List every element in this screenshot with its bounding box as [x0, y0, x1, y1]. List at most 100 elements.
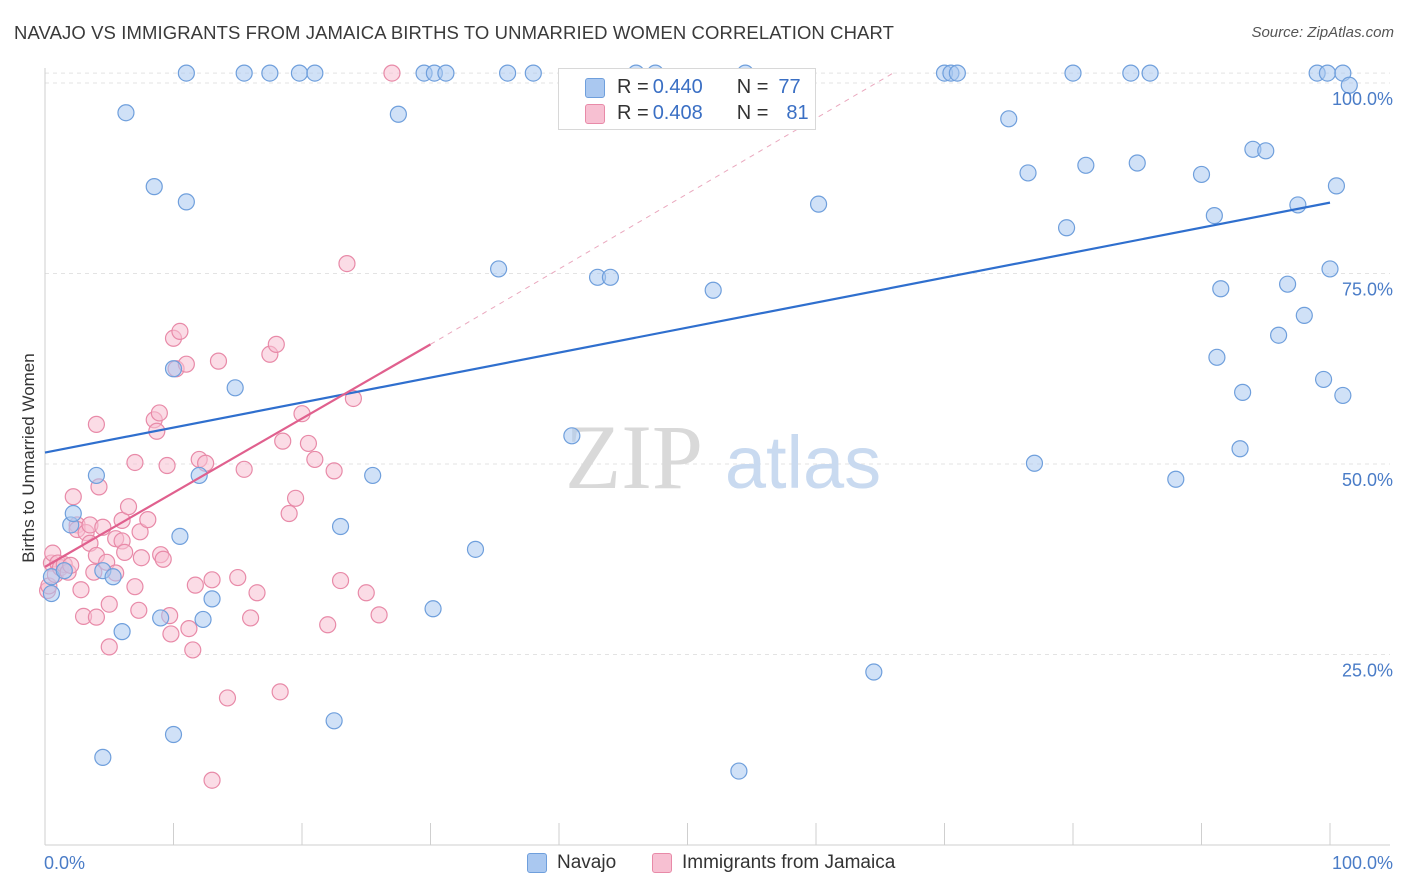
data-point-navajo	[164, 360, 183, 378]
data-point-jamaica	[184, 641, 202, 659]
data-point-jamaica	[162, 625, 180, 643]
data-point-jamaica	[158, 456, 176, 475]
grid-lines	[45, 72, 1390, 655]
data-point-navajo	[466, 540, 485, 558]
data-point-navajo	[42, 584, 61, 603]
data-point-jamaica	[171, 322, 189, 341]
data-point-navajo	[490, 260, 508, 278]
data-point-navajo	[601, 268, 620, 286]
y-tick-label: 25.0%	[1342, 661, 1393, 681]
data-point-jamaica	[139, 511, 157, 529]
legend-row-jamaica: R = 0.408 N = 81	[585, 102, 813, 125]
data-point-navajo	[424, 600, 442, 618]
data-point-jamaica	[286, 489, 305, 507]
data-point-navajo	[164, 725, 183, 744]
data-point-jamaica	[218, 689, 237, 707]
data-point-navajo	[1231, 440, 1249, 458]
data-point-navajo	[64, 504, 82, 523]
data-point-jamaica	[229, 568, 247, 587]
watermark-atlas: atlas	[725, 421, 881, 504]
data-point-navajo	[194, 610, 212, 629]
legend-n-label: N =	[736, 76, 769, 98]
data-point-jamaica	[116, 543, 134, 561]
legend-n-label: N =	[736, 102, 769, 124]
data-point-jamaica	[203, 571, 221, 589]
data-point-navajo	[1318, 64, 1337, 82]
data-point-jamaica	[126, 578, 144, 596]
x-tick-label: 100.0%	[1332, 853, 1393, 873]
data-point-navajo	[113, 623, 131, 641]
data-point-navajo	[1278, 275, 1297, 293]
data-point-navajo	[290, 64, 309, 82]
watermark-zip: ZIP	[565, 406, 703, 508]
data-point-navajo	[1321, 260, 1339, 278]
legend-swatch-jamaica	[585, 103, 605, 124]
data-point-navajo	[1141, 64, 1159, 82]
data-point-navajo	[1314, 370, 1333, 389]
data-point-navajo	[325, 712, 343, 730]
data-point-jamaica	[87, 608, 106, 626]
watermark: ZIP atlas	[565, 406, 881, 508]
data-point-jamaica	[100, 638, 118, 656]
data-point-jamaica	[306, 450, 324, 469]
data-point-navajo	[865, 663, 883, 681]
data-point-navajo	[1205, 206, 1223, 225]
data-point-navajo	[1122, 64, 1140, 82]
data-point-jamaica	[72, 581, 90, 599]
data-point-navajo	[1019, 164, 1037, 182]
correlation-legend: R = 0.440 N = 77 R = 0.408 N = 81	[558, 68, 816, 130]
legend-label-jamaica: Immigrants from Jamaica	[682, 852, 896, 873]
y-tick-label: 50.0%	[1342, 470, 1393, 490]
legend-n-value-navajo: 77	[778, 76, 801, 98]
data-point-navajo	[437, 64, 455, 82]
data-point-jamaica	[319, 616, 337, 634]
legend-item-jamaica[interactable]: Immigrants from Jamaica	[652, 852, 895, 874]
data-point-jamaica	[119, 498, 138, 516]
x-tick-label: 0.0%	[44, 853, 85, 873]
series-navajo-points	[42, 64, 1358, 780]
data-point-jamaica	[267, 335, 285, 353]
legend-r-value-navajo: 0.440	[652, 76, 703, 98]
data-point-navajo	[226, 379, 244, 397]
legend-r-value-jamaica: 0.408	[652, 102, 703, 124]
y-axis-label: Births to Unmarried Women	[19, 353, 38, 562]
legend-swatch-navajo	[585, 77, 605, 98]
data-point-navajo	[152, 609, 170, 627]
data-point-jamaica	[248, 584, 266, 602]
data-point-navajo	[499, 64, 517, 82]
legend-n-value-jamaica: 81	[786, 102, 809, 124]
legend-r-label: R =	[617, 102, 649, 124]
chart-title: NAVAJO VS IMMIGRANTS FROM JAMAICA BIRTHS…	[14, 22, 895, 43]
data-point-jamaica	[274, 432, 292, 450]
data-point-jamaica	[331, 571, 350, 590]
legend-item-navajo[interactable]: Navajo	[527, 852, 616, 874]
data-point-navajo	[1128, 154, 1146, 172]
data-point-jamaica	[186, 576, 204, 594]
data-point-navajo	[55, 562, 73, 580]
data-point-navajo	[730, 762, 748, 780]
data-point-jamaica	[325, 462, 343, 480]
data-point-navajo	[1340, 76, 1358, 94]
legend-r-label: R =	[617, 76, 649, 98]
data-point-jamaica	[280, 504, 298, 523]
data-point-navajo	[331, 517, 350, 536]
data-point-navajo	[177, 193, 195, 211]
data-point-jamaica	[235, 460, 253, 478]
data-point-jamaica	[338, 254, 356, 273]
data-point-navajo	[1057, 219, 1076, 237]
data-point-navajo	[1025, 454, 1044, 472]
data-point-jamaica	[357, 584, 375, 602]
data-point-jamaica	[64, 488, 82, 506]
data-point-jamaica	[299, 434, 318, 453]
trend-line-navajo	[44, 201, 1331, 454]
data-point-navajo	[1327, 177, 1346, 195]
data-point-navajo	[104, 568, 122, 586]
series-jamaica-points	[38, 64, 401, 789]
data-point-jamaica	[180, 619, 198, 638]
data-point-navajo	[1077, 156, 1095, 174]
data-point-navajo	[563, 427, 581, 445]
data-point-jamaica	[242, 609, 260, 627]
data-point-navajo	[1000, 110, 1018, 128]
data-point-jamaica	[370, 606, 388, 624]
data-point-navajo	[177, 64, 195, 82]
